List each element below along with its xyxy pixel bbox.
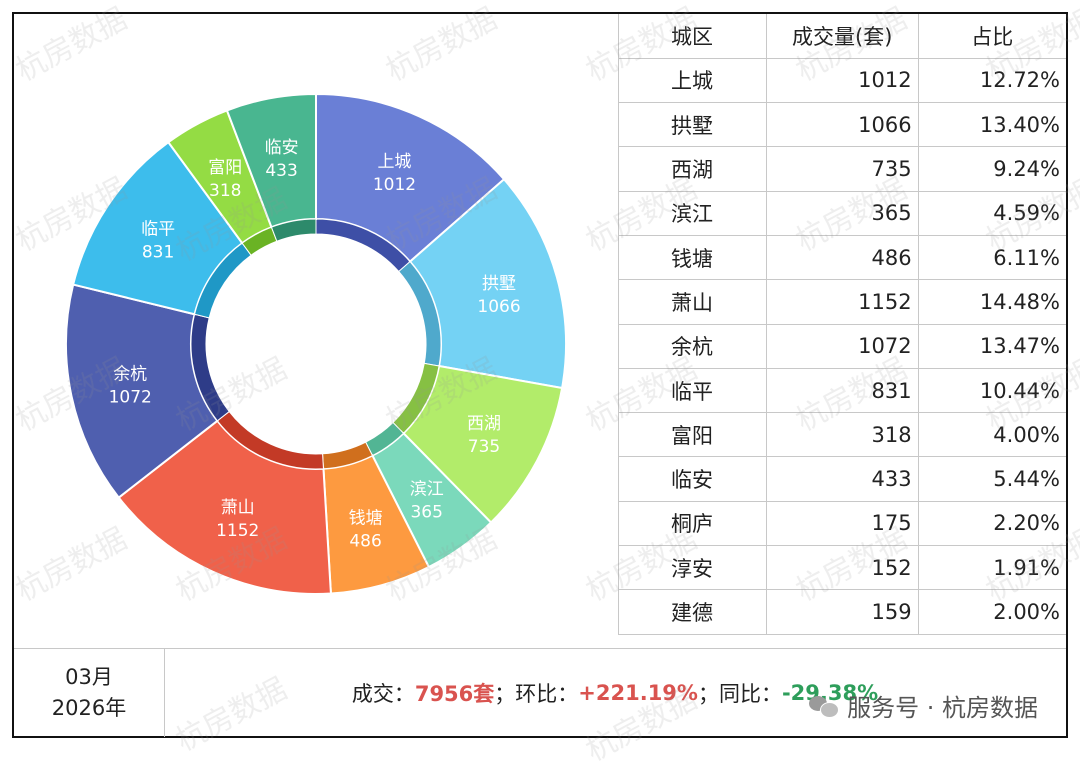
deal-label: 成交：: [351, 682, 415, 706]
table-header-row: 城区 成交量(套) 占比: [618, 14, 1066, 59]
cell-volume: 1072: [765, 323, 919, 369]
slice-label-name: 拱墅: [482, 274, 516, 294]
donut-chart-svg: 上城 1012 拱墅 1066 西湖 735 滨江 365 钱塘 486 萧山 1152 余杭 1072 临…: [65, 92, 567, 595]
slice-label-value: 831: [142, 242, 174, 262]
cell-volume: 152: [765, 545, 919, 591]
slice-label-name: 滨江: [410, 479, 444, 499]
summary-bar: 03月 2026年 成交： 7956套 ；环比： +221.19% ；同比： -…: [14, 648, 1066, 737]
cell-district: 富阳: [618, 412, 767, 458]
cell-district: 滨江: [618, 190, 767, 236]
cell-volume: 486: [765, 234, 919, 281]
header-volume: 成交量(套): [765, 14, 919, 59]
table-row: 上城 1012 12.72%: [618, 57, 1066, 104]
table-row: 余杭 1072 13.47%: [618, 323, 1066, 369]
table-row: 滨江 365 4.59%: [618, 190, 1066, 236]
table-row: 萧山 1152 14.48%: [618, 279, 1066, 325]
slice-label-value: 365: [410, 502, 442, 522]
cell-share: 4.59%: [917, 190, 1066, 236]
donut-slice-inner-9: [270, 218, 317, 242]
cell-volume: 433: [765, 456, 919, 502]
slice-label-name: 西湖: [467, 414, 501, 434]
cell-share: 13.47%: [917, 323, 1066, 369]
cell-volume: 365: [765, 190, 919, 236]
cell-volume: 318: [765, 412, 919, 458]
cell-volume: 1012: [765, 57, 919, 104]
cell-share: 6.11%: [917, 234, 1066, 281]
cell-district: 淳安: [618, 545, 767, 591]
slice-label-name: 萧山: [221, 498, 255, 518]
cell-district: 萧山: [618, 279, 767, 325]
table-row: 桐庐 175 2.20%: [618, 500, 1066, 547]
cell-share: 2.00%: [917, 589, 1066, 635]
cell-share: 2.20%: [917, 500, 1066, 547]
slice-label-name: 临平: [141, 219, 175, 239]
cell-district: 拱墅: [618, 102, 767, 148]
slice-label-value: 486: [349, 531, 381, 551]
cell-volume: 1066: [765, 102, 919, 148]
mom-label: ；环比：: [494, 682, 579, 706]
slice-label-name: 钱塘: [349, 508, 383, 528]
cell-volume: 1152: [765, 279, 919, 325]
date-box: 03月 2026年: [14, 649, 165, 737]
cell-share: 1.91%: [917, 545, 1066, 591]
header-share: 占比: [917, 14, 1066, 59]
table-row: 拱墅 1066 13.40%: [618, 102, 1066, 148]
cell-district: 临安: [618, 456, 767, 502]
cell-district: 余杭: [618, 323, 767, 369]
yoy-value: -29.38%: [781, 681, 879, 705]
table-row: 临平 831 10.44%: [618, 367, 1066, 414]
slice-label-value: 1152: [216, 521, 259, 541]
month-label: 03月: [65, 665, 113, 689]
cell-district: 临平: [618, 367, 767, 414]
slice-label-value: 1072: [109, 388, 152, 408]
header-district: 城区: [618, 14, 767, 59]
cell-share: 10.44%: [917, 367, 1066, 414]
cell-volume: 175: [765, 500, 919, 547]
report-frame: 上城 1012 拱墅 1066 西湖 735 滨江 365 钱塘 486 萧山 1152 余杭 1072 临…: [12, 12, 1068, 738]
summary-text: 成交： 7956套 ；环比： +221.19% ；同比： -29.38%: [164, 649, 1066, 737]
cell-share: 12.72%: [917, 57, 1066, 104]
table-row: 临安 433 5.44%: [618, 456, 1066, 502]
brand-text: 服务号 · 杭房数据: [847, 694, 1038, 722]
mom-value: +221.19%: [578, 681, 698, 705]
district-table: 城区 成交量(套) 占比 上城 1012 12.72% 拱墅 1066 13.40% 西湖 7…: [618, 14, 1066, 635]
cell-share: 13.40%: [917, 102, 1066, 148]
deal-value: 7956套: [414, 682, 495, 706]
cell-district: 钱塘: [618, 234, 767, 281]
cell-share: 5.44%: [917, 456, 1066, 502]
table-row: 西湖 735 9.24%: [618, 146, 1066, 192]
cell-volume: 735: [765, 146, 919, 192]
cell-district: 上城: [618, 57, 767, 104]
cell-share: 4.00%: [917, 412, 1066, 458]
table-row: 钱塘 486 6.11%: [618, 234, 1066, 281]
slice-label-value: 318: [209, 181, 241, 201]
slice-label-value: 1012: [373, 175, 416, 195]
cell-share: 9.24%: [917, 146, 1066, 192]
donut-chart: 上城 1012 拱墅 1066 西湖 735 滨江 365 钱塘 486 萧山 1152 余杭 1072 临…: [14, 14, 618, 648]
cell-district: 西湖: [618, 146, 767, 192]
cell-volume: 159: [765, 589, 919, 635]
slice-label-value: 433: [265, 161, 297, 181]
table-row: 建德 159 2.00%: [618, 589, 1066, 635]
slice-label-name: 上城: [377, 152, 411, 172]
slice-label-value: 1066: [477, 297, 520, 317]
cell-share: 14.48%: [917, 279, 1066, 325]
slice-label-name: 余杭: [113, 365, 147, 385]
yoy-label: ；同比：: [697, 682, 782, 706]
brand: 服务号 · 杭房数据: [809, 688, 1038, 723]
slice-label-name: 临安: [265, 138, 299, 158]
cell-volume: 831: [765, 367, 919, 414]
slice-label-name: 富阳: [208, 158, 242, 178]
table-row: 富阳 318 4.00%: [618, 412, 1066, 458]
slice-label-value: 735: [468, 437, 500, 457]
wechat-icon: [809, 694, 840, 718]
cell-district: 桐庐: [618, 500, 767, 547]
year-label: 2026年: [51, 696, 127, 720]
cell-district: 建德: [618, 589, 767, 635]
table-row: 淳安 152 1.91%: [618, 545, 1066, 591]
